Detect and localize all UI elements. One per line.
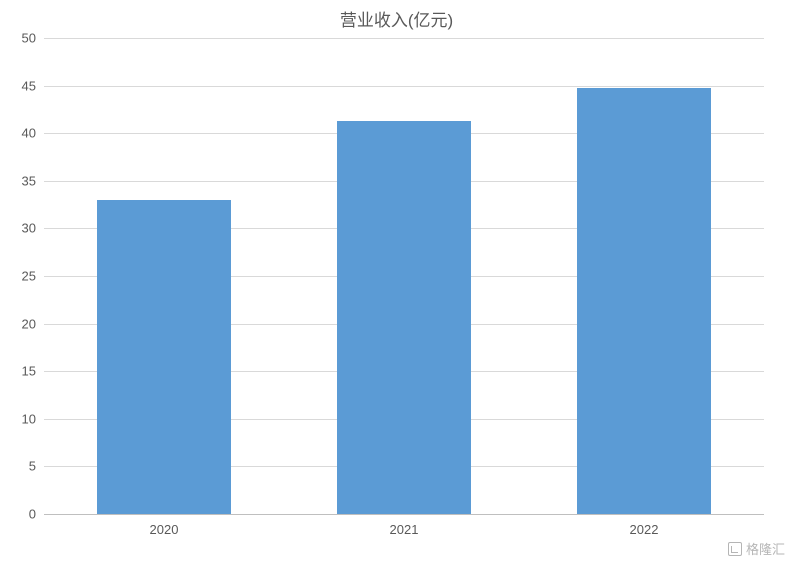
- bar: [97, 200, 231, 514]
- y-axis-label: 35: [22, 173, 36, 188]
- y-axis-label: 0: [29, 507, 36, 522]
- watermark-text: 格隆汇: [746, 539, 785, 558]
- chart-title: 营业收入(亿元): [0, 6, 793, 31]
- y-axis-label: 25: [22, 269, 36, 284]
- x-axis-label: 2020: [150, 522, 179, 537]
- y-axis-label: 15: [22, 364, 36, 379]
- y-axis-label: 10: [22, 411, 36, 426]
- gridline: [44, 38, 764, 39]
- y-axis-label: 50: [22, 31, 36, 46]
- plot-area: 05101520253035404550202020212022: [44, 38, 764, 514]
- y-axis-label: 20: [22, 316, 36, 331]
- watermark: 格隆汇: [728, 539, 785, 558]
- y-axis-label: 40: [22, 126, 36, 141]
- bar: [577, 88, 711, 514]
- bar: [337, 121, 471, 514]
- y-axis-label: 5: [29, 459, 36, 474]
- watermark-icon: [728, 542, 742, 556]
- gridline: [44, 514, 764, 515]
- gridline: [44, 86, 764, 87]
- y-axis-label: 30: [22, 221, 36, 236]
- x-axis-label: 2021: [390, 522, 419, 537]
- x-axis-label: 2022: [630, 522, 659, 537]
- revenue-bar-chart: 营业收入(亿元) 0510152025303540455020202021202…: [0, 0, 793, 564]
- y-axis-label: 45: [22, 78, 36, 93]
